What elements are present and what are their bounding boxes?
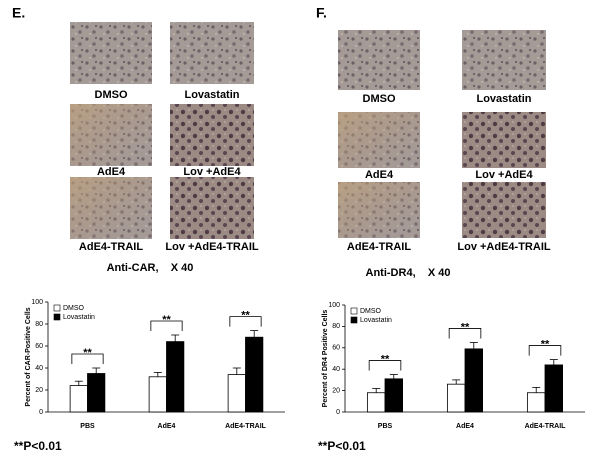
bar	[69, 385, 88, 413]
legend-swatch	[53, 313, 61, 321]
significance-bracket	[528, 345, 562, 356]
panel-label: E.	[12, 5, 25, 21]
legend-swatch	[53, 304, 61, 312]
micrograph	[170, 177, 254, 239]
significance-bracket	[229, 316, 262, 327]
p-value-note: **P<0.01	[14, 439, 62, 453]
y-tick-label: 80	[35, 321, 43, 328]
x-tick-label: PBS	[378, 423, 393, 430]
micrograph-stain	[70, 177, 152, 239]
legend-swatch	[350, 316, 358, 324]
image-caption: Lov +AdE4	[183, 166, 241, 178]
y-tick-label: 40	[35, 365, 43, 372]
panel-label: F.	[316, 5, 327, 21]
y-tick-label: 60	[332, 345, 340, 352]
y-axis-label: Percent of DR4 Positive Cells	[322, 310, 329, 408]
significance-bracket	[368, 360, 402, 371]
bar	[366, 392, 386, 413]
x-tick-label: AdE4	[456, 423, 474, 430]
bar	[227, 374, 246, 413]
image-caption: AdE4-TRAIL	[79, 241, 143, 253]
legend-label: Lovastatin	[63, 314, 95, 321]
bar	[384, 378, 404, 413]
image-caption: AdE4-TRAIL	[347, 241, 411, 253]
micrograph-stain	[338, 182, 420, 238]
bar	[527, 392, 546, 413]
image-caption: AdE4	[97, 166, 126, 178]
micrograph	[462, 182, 546, 238]
bar	[245, 336, 264, 413]
y-tick-label: 0	[336, 409, 340, 416]
image-caption: Lov +AdE4-TRAIL	[165, 241, 258, 253]
image-caption: Lov +AdE4	[475, 169, 533, 181]
y-tick-label: 40	[332, 366, 340, 373]
micrograph-stain	[338, 112, 420, 168]
y-axis-label: Percent of CAR-Positive Cells	[25, 307, 32, 406]
stain-label: Anti-CAR, X 40	[107, 262, 194, 274]
significance-bracket	[448, 328, 482, 339]
x-tick-label: AdE4-TRAIL	[225, 423, 267, 430]
x-tick-label: AdE4	[158, 423, 176, 430]
x-tick-label: PBS	[80, 423, 95, 430]
significance-label: **	[461, 321, 470, 333]
y-tick-label: 80	[332, 323, 340, 330]
bar	[166, 341, 185, 413]
p-value-note: **P<0.01	[318, 439, 366, 453]
significance-label: **	[541, 338, 550, 350]
legend-label: DMSO	[360, 308, 382, 315]
bar	[464, 348, 484, 413]
significance-bracket	[150, 320, 183, 331]
y-tick-label: 20	[332, 387, 340, 394]
image-caption: Lovastatin	[184, 89, 239, 101]
image-caption: AdE4	[365, 169, 394, 181]
significance-label: **	[162, 314, 171, 326]
y-tick-label: 60	[35, 343, 43, 350]
micrograph	[338, 30, 420, 90]
micrographs	[70, 22, 254, 239]
y-tick-label: 100	[328, 302, 340, 309]
micrograph	[70, 22, 152, 84]
micrograph	[170, 22, 254, 84]
legend-label: DMSO	[63, 305, 85, 312]
image-caption: DMSO	[363, 93, 396, 105]
bar	[87, 373, 106, 413]
bar	[446, 383, 466, 413]
micrograph-stain	[70, 104, 152, 166]
micrograph	[170, 104, 254, 166]
micrographs	[338, 30, 546, 238]
image-caption: DMSO	[95, 89, 128, 101]
y-tick-label: 100	[31, 299, 43, 306]
image-caption: Lovastatin	[476, 93, 531, 105]
image-caption: Lov +AdE4-TRAIL	[457, 241, 550, 253]
micrograph	[462, 112, 546, 168]
micrograph	[462, 30, 546, 90]
significance-bracket	[71, 353, 104, 364]
significance-label: **	[241, 310, 250, 322]
significance-label: **	[83, 347, 92, 359]
y-tick-label: 0	[39, 409, 43, 416]
bar	[148, 376, 167, 413]
y-tick-label: 20	[35, 387, 43, 394]
significance-label: **	[381, 353, 390, 365]
legend-label: Lovastatin	[360, 317, 392, 324]
x-tick-label: AdE4-TRAIL	[525, 423, 567, 430]
legend-swatch	[350, 307, 358, 315]
stain-label: Anti-DR4, X 40	[366, 267, 451, 279]
bar	[544, 364, 564, 413]
